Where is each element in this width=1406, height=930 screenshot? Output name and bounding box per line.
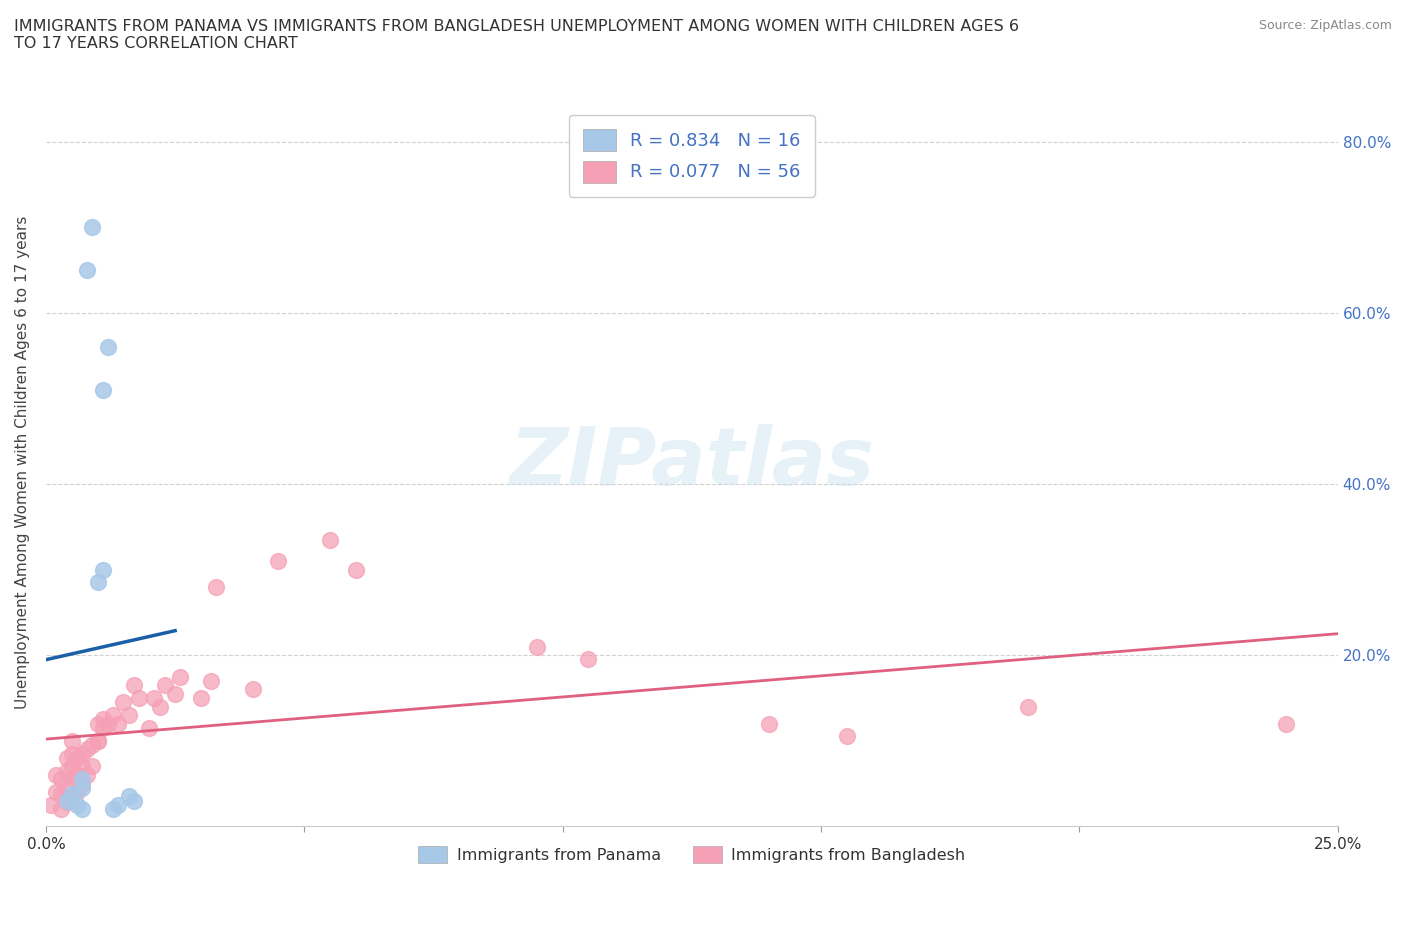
Point	[128, 690, 150, 705]
Point	[101, 708, 124, 723]
Text: Source: ZipAtlas.com: Source: ZipAtlas.com	[1258, 19, 1392, 32]
Point	[319, 532, 342, 547]
Point	[267, 553, 290, 568]
Point	[82, 219, 104, 234]
Point	[55, 795, 77, 810]
Point	[60, 789, 83, 804]
Point	[578, 652, 600, 667]
Point	[55, 751, 77, 765]
Point	[143, 690, 166, 705]
Y-axis label: Unemployment Among Women with Children Ages 6 to 17 years: Unemployment Among Women with Children A…	[15, 216, 30, 710]
Point	[60, 772, 83, 787]
Point	[82, 759, 104, 774]
Point	[70, 780, 93, 795]
Point	[76, 742, 98, 757]
Point	[66, 785, 89, 800]
Point	[117, 789, 139, 804]
Point	[122, 678, 145, 693]
Point	[66, 751, 89, 765]
Point	[1017, 699, 1039, 714]
Point	[86, 575, 108, 590]
Point	[60, 734, 83, 749]
Point	[107, 716, 129, 731]
Text: ZIPatlas: ZIPatlas	[509, 423, 875, 501]
Point	[107, 798, 129, 813]
Point	[70, 777, 93, 791]
Point	[45, 785, 67, 800]
Point	[60, 759, 83, 774]
Point	[45, 767, 67, 782]
Point	[51, 772, 73, 787]
Point	[86, 734, 108, 749]
Point	[91, 721, 114, 736]
Point	[70, 802, 93, 817]
Point	[835, 729, 858, 744]
Point	[55, 764, 77, 778]
Point	[66, 767, 89, 782]
Point	[82, 737, 104, 752]
Point	[66, 798, 89, 813]
Point	[91, 382, 114, 397]
Point	[165, 686, 187, 701]
Point	[55, 793, 77, 808]
Point	[101, 802, 124, 817]
Point	[149, 699, 172, 714]
Point	[60, 787, 83, 802]
Point	[39, 798, 62, 813]
Point	[112, 695, 135, 710]
Text: IMMIGRANTS FROM PANAMA VS IMMIGRANTS FROM BANGLADESH UNEMPLOYMENT AMONG WOMEN WI: IMMIGRANTS FROM PANAMA VS IMMIGRANTS FRO…	[14, 19, 1019, 51]
Point	[117, 708, 139, 723]
Point	[86, 734, 108, 749]
Point	[97, 339, 120, 354]
Point	[91, 711, 114, 726]
Point	[91, 562, 114, 577]
Point	[70, 746, 93, 761]
Point	[70, 759, 93, 774]
Point	[76, 767, 98, 782]
Legend: Immigrants from Panama, Immigrants from Bangladesh: Immigrants from Panama, Immigrants from …	[412, 840, 972, 870]
Point	[242, 682, 264, 697]
Point	[169, 669, 191, 684]
Point	[200, 673, 222, 688]
Point	[1275, 716, 1298, 731]
Point	[60, 746, 83, 761]
Point	[55, 780, 77, 795]
Point	[70, 772, 93, 787]
Point	[97, 716, 120, 731]
Point	[758, 716, 780, 731]
Point	[51, 787, 73, 802]
Point	[51, 802, 73, 817]
Point	[86, 716, 108, 731]
Point	[526, 639, 548, 654]
Point	[205, 579, 228, 594]
Point	[76, 262, 98, 277]
Point	[122, 793, 145, 808]
Point	[190, 690, 212, 705]
Point	[344, 562, 367, 577]
Point	[138, 721, 160, 736]
Point	[153, 678, 176, 693]
